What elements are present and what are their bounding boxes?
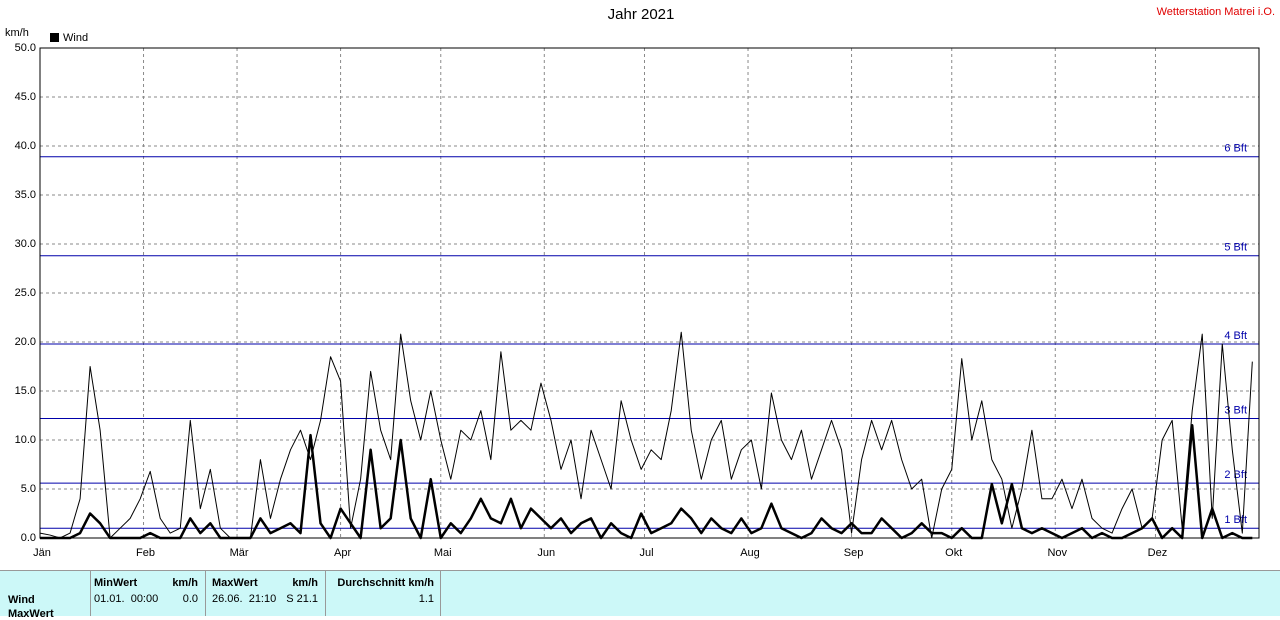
x-tick-label: Jän: [33, 547, 51, 559]
x-tick-label: Mär: [230, 547, 249, 559]
y-tick-label: 15.0: [15, 385, 36, 397]
beaufort-label: 5 Bft: [1224, 242, 1247, 254]
y-tick-label: 20.0: [15, 336, 36, 348]
x-tick-label: Okt: [945, 547, 962, 559]
x-tick-label: Mai: [434, 547, 452, 559]
y-tick-label: 45.0: [15, 91, 36, 103]
y-tick-label: 10.0: [15, 434, 36, 446]
cell-border: [90, 571, 91, 616]
x-tick-label: Nov: [1047, 547, 1067, 559]
x-tick-label: Aug: [740, 547, 760, 559]
y-tick-label: 40.0: [15, 140, 36, 152]
x-tick-label: Jun: [537, 547, 555, 559]
y-tick-label: 35.0: [15, 189, 36, 201]
station-name: Wetterstation Matrei i.O.: [1157, 6, 1275, 18]
header: km/h: [292, 577, 318, 589]
chart-title: Jahr 2021: [608, 6, 675, 23]
cell: S 21.1: [286, 593, 318, 605]
header: Durchschnitt km/h: [337, 577, 434, 589]
y-tick-label: 50.0: [15, 42, 36, 54]
x-tick-label: Dez: [1148, 547, 1168, 559]
x-tick-label: Apr: [334, 547, 351, 559]
plot-border: [39, 47, 1260, 539]
header: km/h: [172, 577, 198, 589]
x-tick-label: Sep: [844, 547, 864, 559]
beaufort-label: 6 Bft: [1224, 143, 1247, 155]
chart: Jahr 2021 Wetterstation Matrei i.O. km/h…: [5, 6, 1275, 559]
summary-table: MinWert km/h MaxWert km/h Durchschnitt k…: [0, 570, 1280, 620]
x-tick-label: Jul: [639, 547, 653, 559]
beaufort-label: 3 Bft: [1224, 404, 1247, 416]
y-tick-label: 0.0: [21, 532, 36, 544]
cell: 01.01. 00:00: [94, 593, 159, 605]
legend-label: Wind: [63, 32, 88, 44]
y-tick-label: 5.0: [21, 483, 36, 495]
header: MinWert: [94, 577, 138, 589]
y-unit: km/h: [5, 27, 29, 39]
cell: 0.0: [182, 593, 198, 605]
x-tick-label: Feb: [136, 547, 155, 559]
row-label: MaxWert: [8, 608, 54, 620]
cell: 26.06. 21:10: [212, 593, 277, 605]
cell-border: [440, 571, 441, 616]
y-tick-label: 25.0: [15, 287, 36, 299]
y-tick-label: 30.0: [15, 238, 36, 250]
cell-border: [205, 571, 206, 616]
cell-border: [325, 571, 326, 616]
header: MaxWert: [212, 577, 258, 589]
cell: 1.1: [418, 593, 434, 605]
row-label: Wind: [8, 594, 35, 606]
legend-swatch: [50, 33, 59, 42]
beaufort-label: 4 Bft: [1224, 330, 1247, 342]
